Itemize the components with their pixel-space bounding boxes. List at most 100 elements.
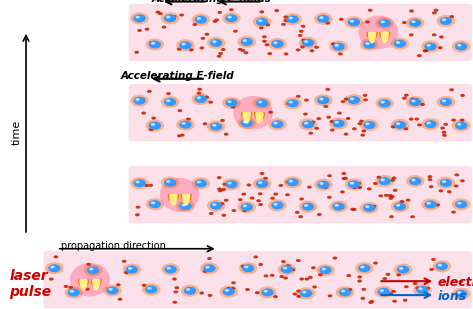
Circle shape (210, 124, 215, 127)
Circle shape (164, 98, 176, 106)
Circle shape (326, 116, 331, 119)
Circle shape (327, 196, 332, 199)
Circle shape (409, 10, 414, 13)
Circle shape (134, 51, 139, 54)
Polygon shape (91, 280, 101, 287)
Circle shape (339, 18, 344, 21)
Circle shape (204, 96, 209, 99)
Circle shape (254, 256, 258, 259)
Circle shape (295, 211, 299, 214)
Circle shape (435, 203, 440, 206)
Circle shape (319, 98, 324, 100)
Circle shape (133, 97, 146, 105)
Circle shape (151, 42, 155, 45)
Circle shape (340, 190, 345, 193)
Circle shape (426, 287, 430, 290)
Circle shape (176, 200, 195, 212)
Circle shape (452, 198, 470, 210)
Circle shape (177, 109, 182, 112)
Polygon shape (242, 113, 252, 121)
Circle shape (457, 202, 462, 205)
Circle shape (422, 49, 427, 53)
Circle shape (350, 208, 355, 211)
Circle shape (455, 290, 467, 298)
Circle shape (424, 120, 437, 128)
Polygon shape (381, 32, 388, 43)
Circle shape (314, 179, 333, 191)
Circle shape (310, 49, 315, 52)
Circle shape (385, 273, 390, 276)
Circle shape (365, 122, 369, 125)
Circle shape (391, 119, 409, 131)
Circle shape (241, 38, 253, 46)
Circle shape (460, 119, 464, 122)
Circle shape (429, 268, 434, 271)
Circle shape (365, 42, 369, 45)
Polygon shape (79, 280, 88, 287)
Circle shape (241, 203, 253, 211)
Circle shape (373, 261, 378, 265)
Circle shape (304, 40, 308, 43)
Circle shape (325, 22, 330, 25)
Circle shape (133, 14, 146, 22)
Circle shape (262, 35, 267, 38)
Polygon shape (368, 32, 376, 43)
Text: electrons: electrons (438, 276, 473, 289)
Circle shape (440, 98, 452, 106)
Circle shape (221, 214, 226, 217)
Circle shape (319, 16, 324, 19)
Circle shape (296, 95, 300, 98)
Circle shape (182, 43, 186, 45)
Circle shape (208, 101, 213, 104)
Circle shape (268, 199, 287, 211)
Circle shape (136, 19, 141, 22)
Circle shape (218, 11, 222, 14)
Circle shape (224, 133, 228, 136)
Circle shape (281, 260, 286, 263)
Circle shape (314, 13, 333, 25)
Circle shape (85, 288, 90, 291)
Circle shape (431, 121, 436, 125)
Circle shape (358, 264, 370, 272)
Circle shape (360, 119, 378, 131)
Circle shape (409, 98, 421, 106)
Circle shape (330, 120, 334, 123)
Circle shape (437, 177, 455, 189)
Circle shape (428, 175, 432, 178)
Circle shape (142, 284, 147, 287)
Circle shape (363, 41, 376, 49)
Circle shape (352, 127, 357, 130)
Circle shape (182, 204, 186, 206)
Circle shape (140, 98, 145, 101)
Circle shape (406, 17, 424, 29)
Circle shape (225, 289, 229, 292)
Circle shape (285, 180, 290, 184)
Circle shape (258, 203, 263, 206)
Circle shape (345, 16, 363, 28)
Circle shape (381, 179, 385, 181)
Circle shape (376, 97, 394, 109)
Circle shape (329, 201, 348, 213)
Circle shape (360, 202, 378, 214)
Circle shape (299, 30, 304, 33)
Circle shape (461, 124, 465, 127)
Circle shape (360, 297, 365, 300)
Circle shape (229, 8, 234, 11)
Circle shape (381, 20, 385, 23)
Circle shape (273, 295, 278, 298)
Circle shape (384, 194, 389, 197)
Circle shape (279, 184, 283, 187)
Circle shape (421, 198, 440, 210)
Circle shape (458, 280, 463, 283)
Circle shape (388, 194, 393, 197)
Circle shape (451, 211, 456, 214)
Circle shape (146, 39, 164, 51)
Circle shape (306, 41, 311, 44)
Circle shape (268, 111, 273, 114)
Circle shape (302, 121, 314, 129)
Circle shape (136, 16, 140, 19)
Circle shape (175, 286, 179, 289)
Circle shape (328, 294, 333, 297)
Circle shape (302, 203, 314, 211)
Circle shape (308, 276, 313, 279)
